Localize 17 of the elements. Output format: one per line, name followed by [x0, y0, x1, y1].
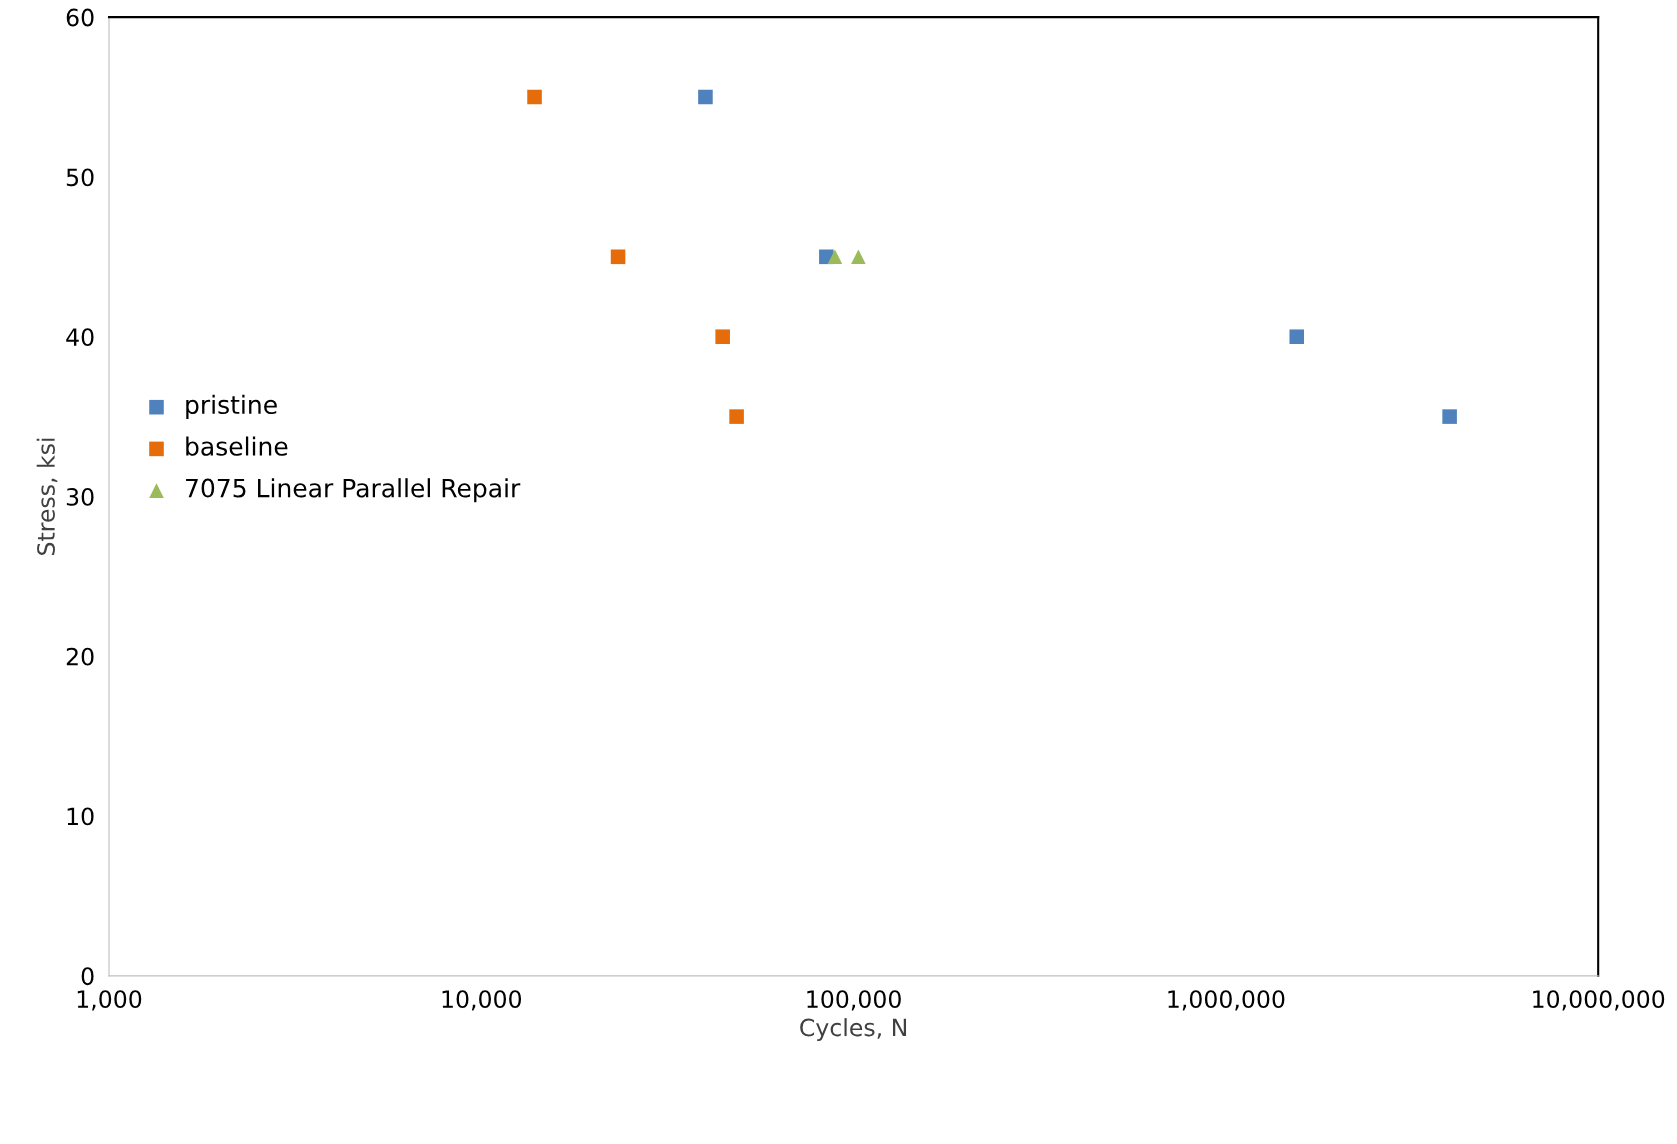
legend-label: pristine	[186, 394, 277, 419]
y-axis-title: Stress, ksi	[36, 438, 58, 555]
y-tick-label: 10	[67, 807, 94, 826]
y-tick-label: 40	[66, 328, 94, 347]
x-tick-label: 1,000,000	[1168, 990, 1285, 1011]
y-tick-label: 50	[66, 168, 94, 187]
x-tick-label: 100,000	[807, 990, 901, 1011]
legend-label: 7075 Linear Parallel Repair	[186, 478, 521, 503]
x-tick-label: 1,000	[77, 990, 142, 1011]
legend-label: baseline	[186, 436, 288, 456]
y-tick-label: 20	[66, 647, 94, 666]
x-tick-label: 10,000,000	[1533, 990, 1665, 1011]
x-axis-title: Cycles, N	[800, 1018, 907, 1041]
y-tick-label: 0	[81, 967, 94, 986]
y-tick-label: 30	[66, 487, 94, 506]
y-tick-label: 60	[66, 8, 94, 27]
x-tick-label: 10,000	[442, 990, 522, 1011]
